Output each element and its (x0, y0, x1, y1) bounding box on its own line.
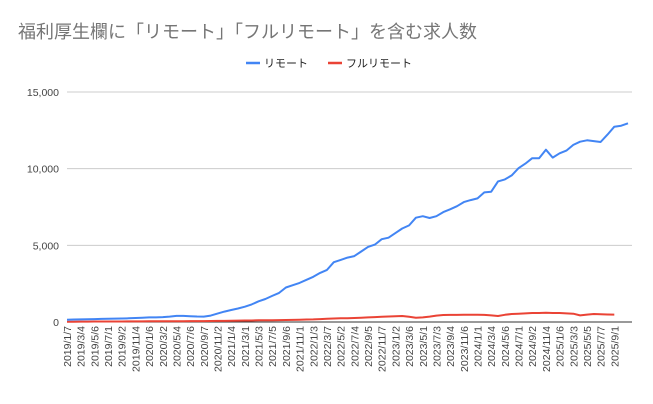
x-tick-label: 2022/11/7 (377, 326, 389, 372)
x-tick-label: 2023/11/6 (459, 326, 471, 372)
legend-label-1: フルリモート (346, 58, 412, 70)
x-tick-label: 2022/7/4 (349, 326, 361, 367)
x-tick-label: 2023/5/1 (418, 326, 430, 367)
x-tick-label: 2024/9/2 (527, 326, 539, 367)
series-line-1 (67, 311, 615, 323)
x-tick-label: 2021/11/1 (295, 326, 307, 372)
x-tick-label: 2025/7/7 (596, 326, 608, 367)
x-tick-label: 2019/1/7 (62, 326, 74, 367)
x-tick-label: 2025/1/6 (555, 326, 567, 367)
x-tick-label: 2024/3/4 (486, 326, 498, 367)
y-tick-label: 10,000 (27, 164, 59, 176)
x-tick-label: 2024/11/4 (541, 326, 553, 372)
x-tick-label: 2020/11/2 (213, 326, 225, 372)
x-tick-label: 2022/1/3 (308, 326, 320, 367)
x-tick-label: 2020/3/2 (158, 326, 170, 367)
x-tick-label: 2022/5/2 (336, 326, 348, 367)
x-tick-label: 2021/7/5 (267, 326, 279, 367)
x-tick-label: 2019/7/1 (103, 326, 115, 367)
x-tick-label: 2024/1/1 (472, 326, 484, 367)
x-tick-label: 2022/3/7 (322, 326, 334, 367)
x-tick-label: 2019/3/4 (76, 326, 88, 367)
y-tick-label: 5,000 (33, 240, 59, 252)
series-line-0 (66, 122, 629, 321)
chart-title: 福利厚生欄に「リモート」「フルリモート」を含む求人数 (18, 22, 477, 42)
x-tick-label: 2025/5/5 (582, 326, 594, 367)
x-tick-label: 2020/7/6 (185, 326, 197, 367)
x-tick-label: 2019/9/2 (117, 326, 129, 367)
legend-label-0: リモート (264, 58, 308, 70)
x-tick-label: 2025/3/3 (568, 326, 580, 367)
x-tick-label: 2021/1/4 (226, 326, 238, 367)
x-tick-label: 2021/5/3 (254, 326, 266, 367)
x-tick-label: 2023/7/3 (431, 326, 443, 367)
x-tick-label: 2021/3/1 (240, 326, 252, 367)
x-tick-label: 2020/5/4 (171, 326, 183, 367)
x-tick-label: 2019/5/6 (89, 326, 101, 367)
x-tick-label: 2023/9/4 (445, 326, 457, 367)
x-tick-label: 2020/9/7 (199, 326, 211, 367)
x-tick-label: 2022/9/5 (363, 326, 375, 367)
x-tick-label: 2021/9/6 (281, 326, 293, 367)
x-tick-label: 2020/1/6 (144, 326, 156, 367)
x-tick-label: 2024/7/1 (514, 326, 526, 367)
y-tick-label: 0 (53, 317, 59, 329)
x-tick-label: 2023/3/6 (404, 326, 416, 367)
y-tick-label: 15,000 (27, 87, 59, 99)
x-tick-label: 2025/9/1 (609, 326, 621, 367)
x-tick-label: 2023/1/2 (390, 326, 402, 367)
x-tick-label: 2019/11/4 (130, 326, 142, 372)
x-tick-label: 2024/5/6 (500, 326, 512, 367)
